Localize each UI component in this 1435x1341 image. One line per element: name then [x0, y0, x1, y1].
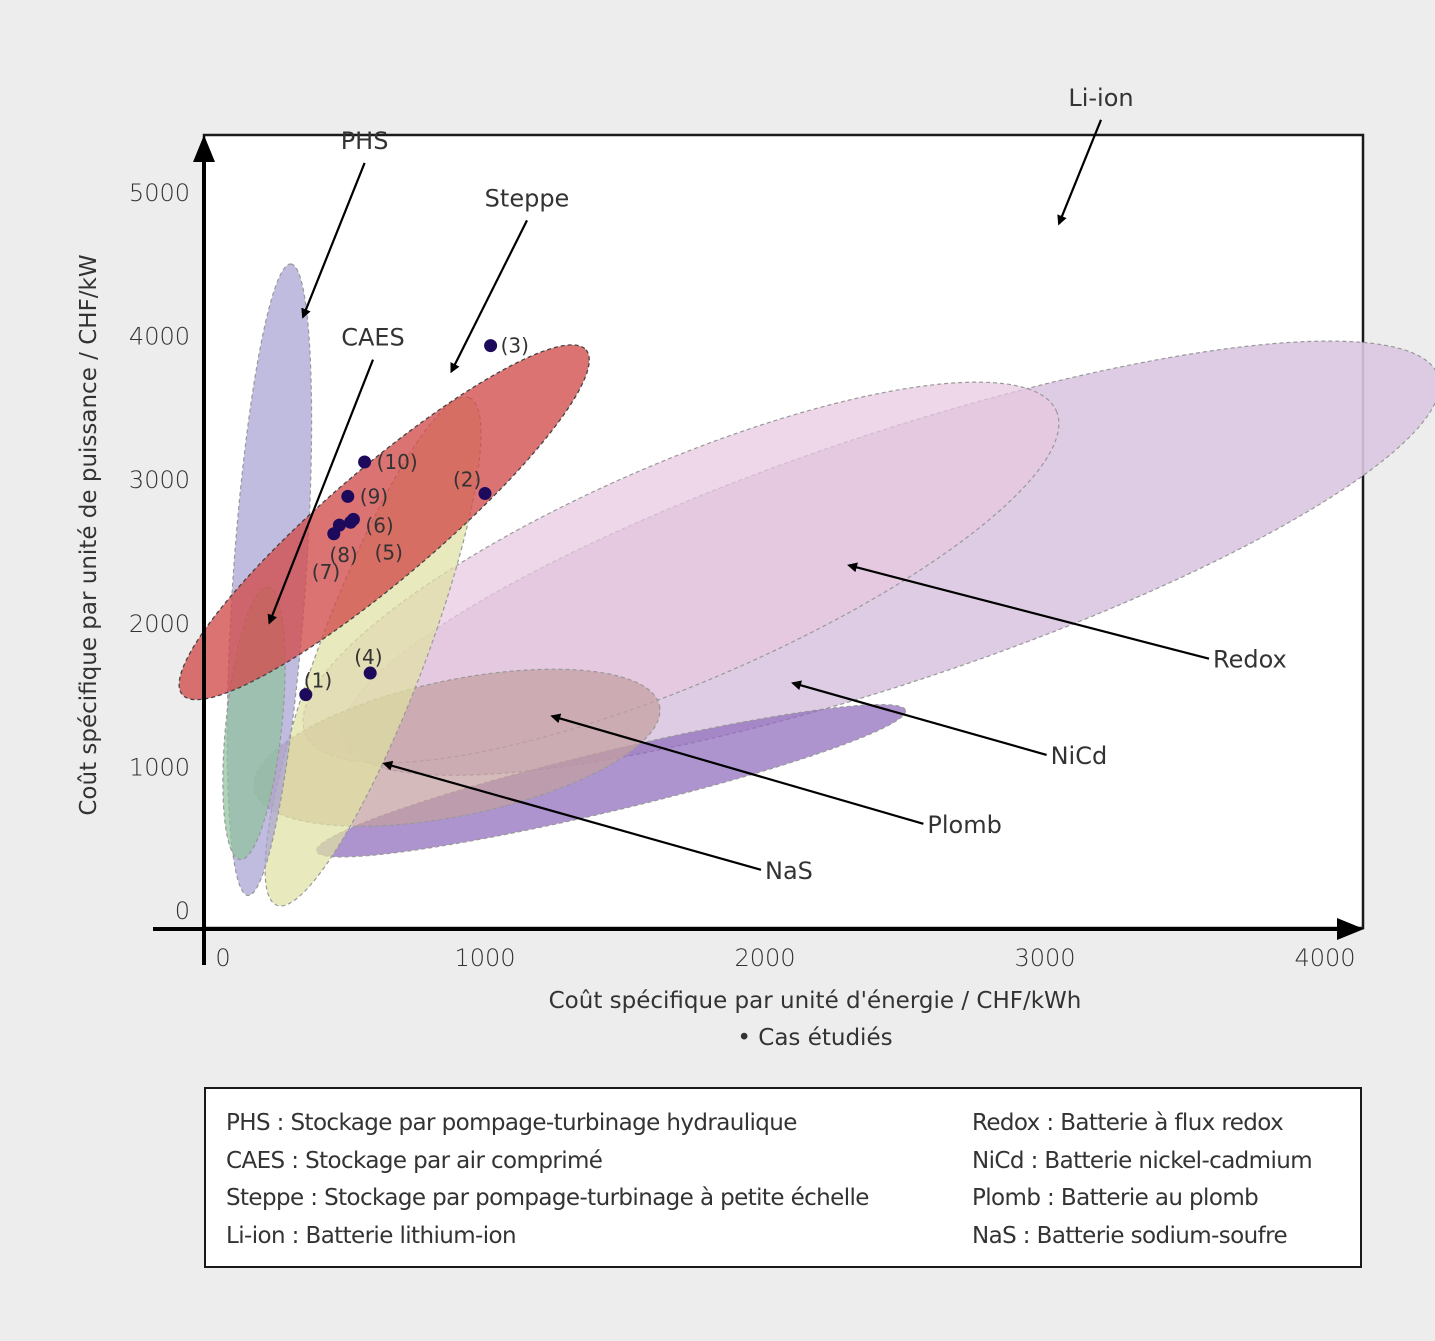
y-tick-label: 5000	[129, 179, 190, 207]
x-tick-label: 2000	[734, 944, 795, 972]
y-axis-arrowhead	[193, 135, 215, 162]
annotation-label-redox: Redox	[1213, 646, 1287, 674]
data-point	[332, 518, 346, 532]
legend-column-left: PHS : Stockage par pompage-turbinage hyd…	[226, 1105, 869, 1255]
y-tick-label: 0	[175, 897, 190, 925]
regions-layer	[178, 263, 1435, 907]
data-point-label: (3)	[501, 334, 529, 358]
y-axis-title: Coût spécifique par unité de puissance /…	[76, 254, 102, 815]
annotation-label-caes: CAES	[341, 324, 405, 352]
legend-item-li-ion: Li-ion : Batterie lithium-ion	[226, 1222, 517, 1249]
data-point-label: (5)	[375, 540, 403, 564]
data-point-label: (6)	[365, 513, 393, 537]
region-steppe	[178, 344, 590, 701]
ticks-layer: 0 1000 2000 3000 4000 0 1000 2000 3000 4000 5000	[129, 179, 1356, 972]
legend-item-steppe: Steppe : Stockage par pompage-turbinage …	[226, 1185, 869, 1211]
annotation-arrow	[1057, 119, 1103, 226]
annotation-arrow	[267, 359, 375, 625]
data-point-label: (4)	[354, 645, 382, 669]
legend-item-nicd: NiCd : Batterie nickel-cadmium	[972, 1147, 1313, 1174]
annotation-arrow	[301, 162, 366, 319]
data-point	[358, 455, 372, 469]
x-tick-label: 0	[215, 944, 230, 972]
legend-item-nas: NaS : Batterie sodium-soufre	[972, 1222, 1288, 1249]
x-tick-label: 1000	[454, 944, 515, 972]
annotation-arrow	[550, 713, 924, 825]
legend-column-right: Redox : Batterie à flux redox NiCd : Bat…	[972, 1105, 1313, 1255]
data-point	[341, 489, 355, 503]
x-tick-label: 3000	[1014, 944, 1075, 972]
data-point-label: (1)	[304, 669, 332, 693]
data-point	[346, 512, 360, 526]
annotation-label-li-ion: Li-ion	[1068, 84, 1133, 112]
data-point-label: (2)	[453, 468, 481, 492]
annotation-label-nicd: NiCd	[1051, 742, 1108, 770]
annotation-arrow	[450, 219, 528, 374]
annotation-label-phs: PHS	[341, 127, 389, 155]
legend-item-phs: PHS : Stockage par pompage-turbinage hyd…	[226, 1110, 797, 1136]
y-tick-label: 2000	[129, 610, 190, 638]
data-point-label: (8)	[329, 543, 357, 567]
legend-item-plomb: Plomb : Batterie au plomb	[972, 1185, 1259, 1211]
data-point-label: (9)	[360, 484, 388, 508]
x-axis-arrowhead	[1337, 918, 1364, 940]
legend-box: PHS : Stockage par pompage-turbinage hyd…	[204, 1087, 1362, 1268]
data-point	[299, 688, 313, 702]
data-point-label: (10)	[377, 450, 418, 474]
legend-item-redox: Redox : Batterie à flux redox	[972, 1110, 1284, 1136]
points-legend: • Cas étudiés	[737, 1025, 892, 1051]
annotations-layer: Li-ion Redox NiCd Plomb NaS PHS CAES Steppe	[267, 84, 1287, 885]
annotation-arrow	[382, 760, 762, 871]
x-axis-title: Coût spécifique par unité d'énergie / CH…	[549, 988, 1082, 1014]
data-point	[363, 666, 377, 680]
chart: (1) (2) (3) (4) (5) (6) (7)(8) (9) (10) Li-ion Re…	[76, 84, 1435, 1051]
annotation-label-nas: NaS	[765, 857, 813, 885]
annotation-arrow	[847, 562, 1210, 660]
data-point-label: (7)	[312, 560, 340, 584]
region-nicd	[315, 703, 907, 858]
points-layer: (1) (2) (3) (4) (5) (6) (7)(8) (9) (10)	[299, 334, 529, 702]
annotation-label-plomb: Plomb	[927, 811, 1001, 839]
legend-item-caes: CAES : Stockage par air comprimé	[226, 1147, 603, 1174]
annotation-label-steppe: Steppe	[485, 184, 570, 212]
y-tick-label: 4000	[129, 323, 190, 351]
y-tick-label: 1000	[129, 753, 190, 781]
y-tick-label: 3000	[129, 466, 190, 494]
data-point	[478, 487, 492, 501]
annotation-arrow	[791, 680, 1047, 756]
data-point	[484, 339, 498, 353]
x-tick-label: 4000	[1294, 944, 1355, 972]
